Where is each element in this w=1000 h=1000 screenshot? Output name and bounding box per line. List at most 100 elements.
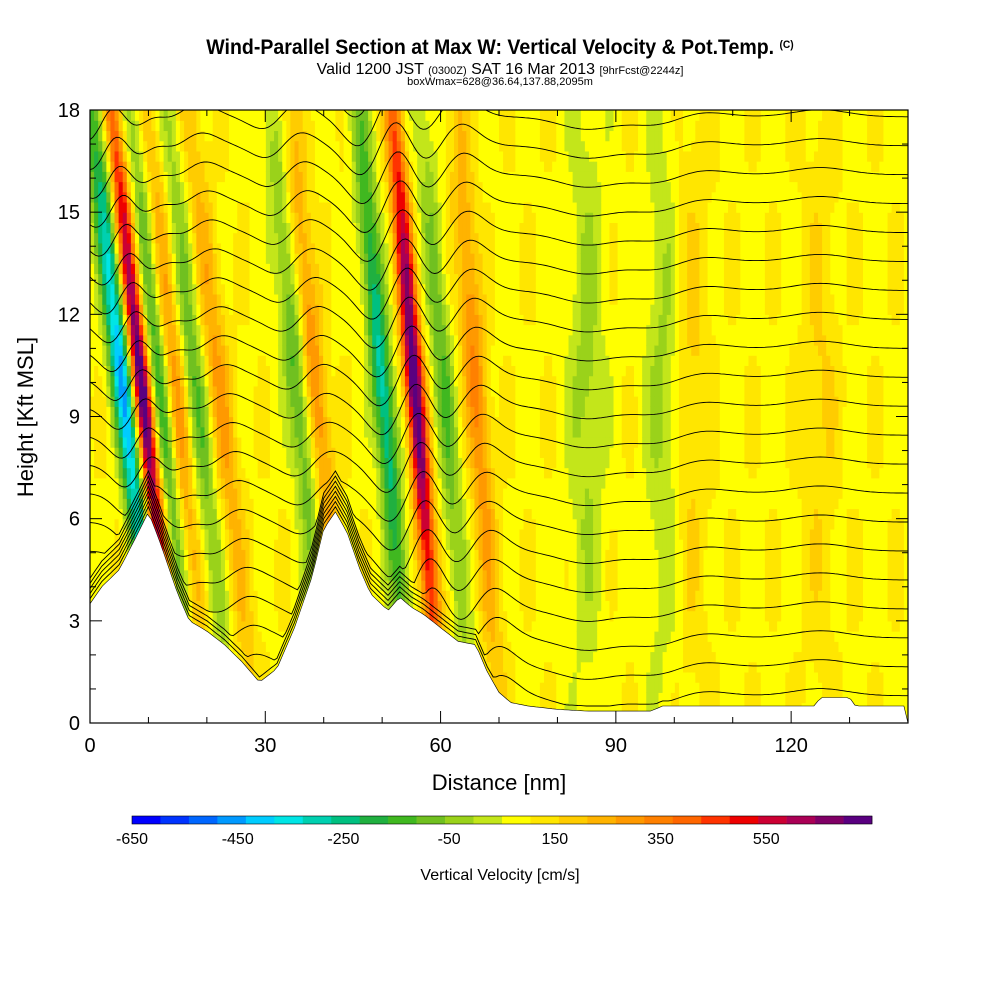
velocity-cell	[347, 222, 353, 234]
velocity-cell	[110, 375, 116, 387]
velocity-cell	[208, 253, 214, 264]
velocity-cell	[331, 416, 336, 428]
velocity-cell	[130, 477, 136, 489]
velocity-cell	[94, 539, 99, 550]
velocity-cell	[278, 651, 283, 663]
velocity-cell	[257, 171, 263, 183]
velocity-cell	[380, 171, 386, 183]
velocity-cell	[265, 447, 271, 458]
velocity-cell	[372, 355, 377, 367]
velocity-cell	[355, 457, 361, 469]
velocity-cell	[106, 201, 112, 213]
velocity-cell	[253, 334, 259, 346]
velocity-cell	[143, 293, 148, 305]
velocity-cell	[106, 273, 112, 285]
velocity-cell	[200, 273, 206, 285]
velocity-cell	[343, 304, 349, 315]
velocity-cell	[175, 263, 181, 275]
velocity-cell	[368, 426, 373, 438]
velocity-cell	[184, 447, 189, 458]
velocity-cell	[404, 396, 410, 407]
velocity-cell	[224, 304, 230, 315]
velocity-cell	[249, 467, 255, 479]
velocity-cell	[163, 365, 169, 377]
velocity-cell	[331, 150, 336, 162]
velocity-cell	[192, 191, 197, 203]
velocity-cell	[155, 457, 161, 469]
velocity-cell	[278, 334, 283, 346]
velocity-cell	[155, 293, 161, 305]
velocity-cell	[257, 191, 263, 203]
velocity-cell	[364, 324, 369, 336]
velocity-cell	[175, 436, 181, 448]
velocity-cell	[372, 559, 377, 571]
velocity-cell	[347, 477, 353, 489]
velocity-cell	[298, 253, 304, 264]
velocity-cell	[417, 201, 422, 213]
velocity-cell	[118, 406, 124, 418]
velocity-cell	[179, 283, 185, 295]
velocity-cell	[368, 518, 373, 530]
velocity-cell	[110, 436, 116, 448]
velocity-cell	[261, 426, 267, 438]
velocity-cell	[200, 406, 206, 418]
velocity-cell	[278, 293, 283, 305]
velocity-cell	[139, 263, 144, 275]
velocity-cell	[212, 620, 218, 632]
velocity-cell	[216, 191, 222, 203]
velocity-cell	[175, 457, 181, 469]
velocity-cell	[400, 436, 406, 448]
velocity-cell	[245, 559, 251, 571]
velocity-cell	[126, 457, 132, 469]
velocity-cell	[106, 191, 112, 203]
velocity-cell	[278, 477, 283, 489]
velocity-cell	[245, 600, 251, 612]
velocity-cell	[216, 222, 222, 234]
velocity-cell	[331, 263, 336, 275]
velocity-cell	[237, 110, 242, 121]
velocity-cell	[126, 396, 132, 407]
velocity-cell	[265, 518, 271, 530]
velocity-cell	[122, 171, 128, 183]
velocity-cell	[249, 201, 255, 213]
velocity-cell	[253, 253, 259, 264]
velocity-cell	[364, 314, 369, 326]
velocity-cell	[241, 406, 247, 418]
velocity-cell	[298, 590, 304, 601]
velocity-cell	[413, 600, 418, 612]
velocity-cell	[421, 365, 426, 377]
velocity-cell	[179, 477, 185, 489]
velocity-cell	[204, 508, 210, 520]
velocity-cell	[351, 447, 357, 458]
velocity-cell	[188, 150, 193, 162]
velocity-cell	[102, 242, 107, 254]
velocity-cell	[212, 120, 218, 132]
velocity-cell	[269, 314, 275, 326]
velocity-cell	[94, 406, 99, 418]
velocity-cell	[126, 488, 132, 499]
velocity-cell	[347, 518, 353, 530]
velocity-cell	[245, 610, 251, 622]
velocity-cell	[404, 426, 410, 438]
velocity-cell	[130, 375, 136, 387]
velocity-cell	[265, 661, 271, 673]
velocity-cell	[114, 140, 120, 152]
velocity-cell	[122, 242, 128, 254]
velocity-cell	[261, 641, 267, 653]
velocity-cell	[314, 293, 320, 305]
velocity-cell	[171, 304, 177, 315]
velocity-cell	[212, 467, 218, 479]
velocity-cell	[163, 457, 169, 469]
velocity-cell	[261, 355, 267, 367]
velocity-cell	[351, 140, 357, 152]
velocity-cell	[392, 232, 398, 244]
velocity-cell	[339, 314, 345, 326]
velocity-cell	[421, 569, 426, 581]
velocity-cell	[425, 334, 431, 346]
velocity-cell	[139, 467, 144, 479]
velocity-cell	[396, 334, 402, 346]
velocity-cell	[229, 396, 234, 407]
velocity-cell	[372, 344, 377, 356]
velocity-cell	[384, 508, 390, 520]
velocity-cell	[159, 283, 165, 295]
